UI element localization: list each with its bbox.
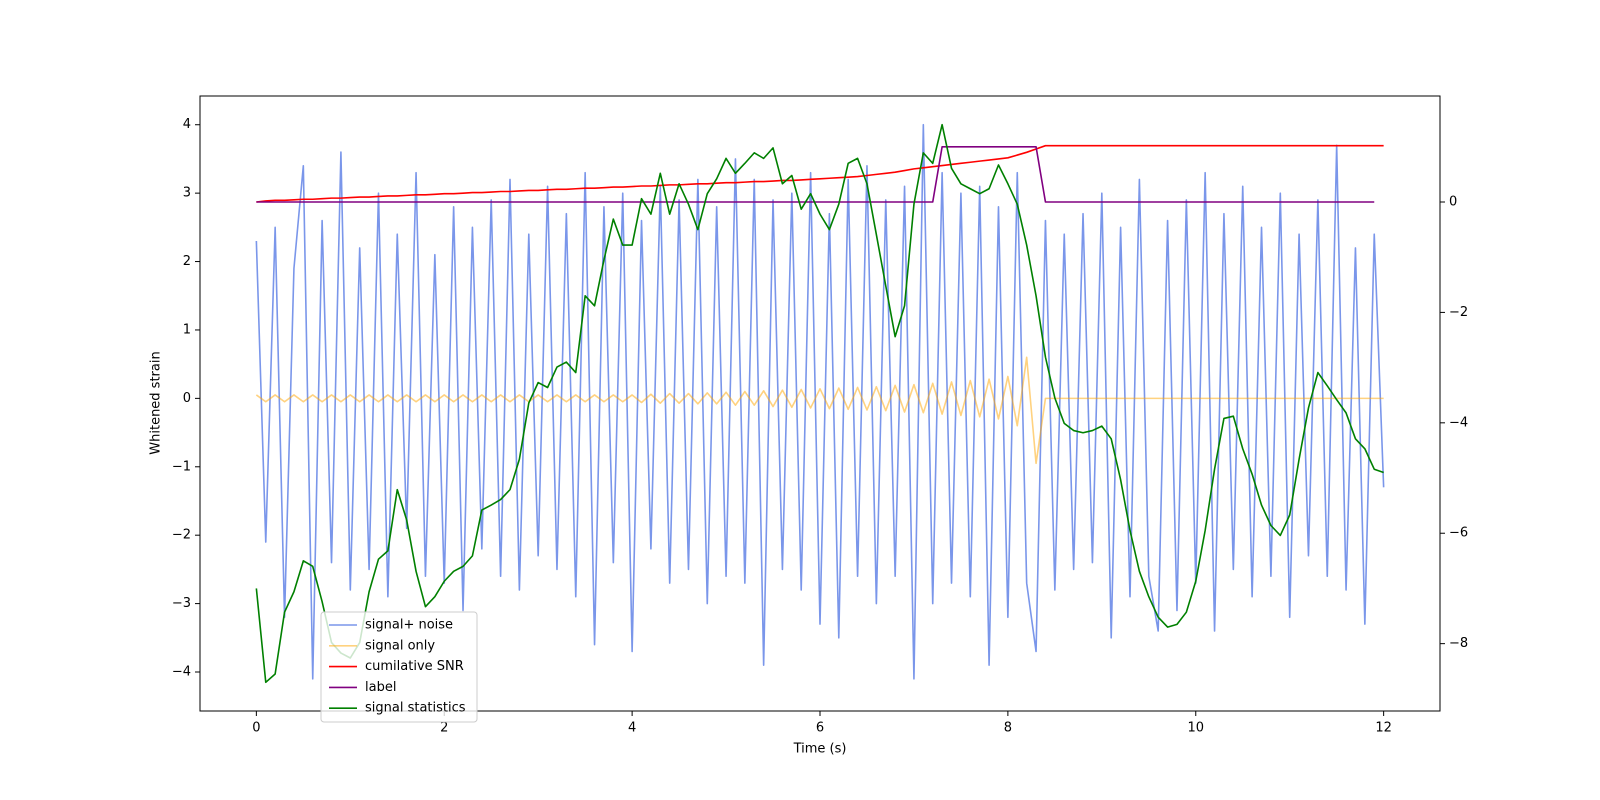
x-tick-label: 12	[1375, 721, 1392, 736]
y-tick-label: −3	[172, 596, 191, 611]
y-tick-label: 1	[183, 322, 191, 337]
y2-tick-label: 0	[1449, 194, 1457, 209]
y-tick-label: 2	[183, 254, 191, 269]
y-tick-label: 3	[183, 186, 191, 201]
series-line	[256, 144, 1384, 203]
y-tick-label: −1	[172, 459, 191, 474]
y2-tick-label: −8	[1449, 636, 1468, 651]
legend-label: signal only	[365, 638, 435, 653]
y2-tick-label: −4	[1449, 415, 1468, 430]
series-line	[256, 145, 1375, 203]
y2-tick-label: −6	[1449, 526, 1468, 541]
x-tick-label: 6	[816, 721, 824, 736]
legend-box	[320, 611, 478, 723]
x-tick-label: 8	[1004, 721, 1012, 736]
legend-label: cumilative SNR	[365, 659, 464, 674]
y-tick-label: 0	[183, 391, 191, 406]
series-line	[255, 356, 1384, 465]
x-tick-label: 2	[440, 721, 448, 736]
y2-tick-label: −2	[1449, 305, 1468, 320]
legend: signal+ noise signal only cumilative SNR la…	[320, 611, 478, 723]
x-tick-label: 4	[628, 721, 636, 736]
x-tick-label: 0	[252, 721, 260, 736]
y-tick-label: −4	[172, 665, 191, 680]
legend-label: signal statistics	[365, 701, 466, 716]
legend-label: label	[365, 680, 396, 695]
x-tick-label: 10	[1187, 721, 1204, 736]
x-axis-label: Time (s)	[793, 742, 847, 757]
y-axis-label: Whitened strain	[149, 351, 164, 454]
y-tick-label: −2	[172, 528, 191, 543]
y-tick-label: 4	[183, 117, 191, 132]
legend-label: signal+ noise	[365, 618, 453, 633]
series-line	[255, 123, 1384, 684]
